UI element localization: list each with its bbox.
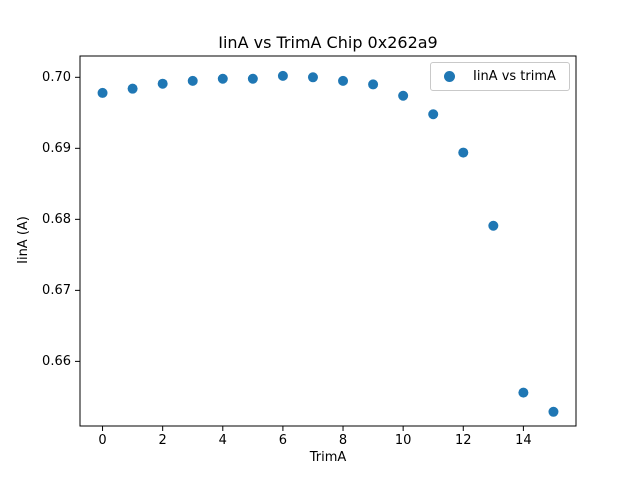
- data-point: [247, 73, 258, 84]
- y-tick-label: 0.70: [42, 70, 71, 85]
- data-point: [338, 75, 349, 86]
- y-tick-label: 0.67: [42, 283, 71, 298]
- data-point: [187, 75, 198, 86]
- data-point: [217, 73, 228, 84]
- x-tick-label: 6: [279, 433, 287, 448]
- data-point: [368, 79, 379, 90]
- legend-marker-icon: [444, 71, 455, 82]
- y-tick-label: 0.69: [42, 141, 71, 156]
- chart-title: IinA vs TrimA Chip 0x262a9: [218, 33, 438, 52]
- y-tick-label: 0.66: [42, 354, 71, 369]
- x-tick-label: 10: [395, 433, 412, 448]
- data-point: [127, 83, 138, 94]
- axis-tick-labels: 0 2 4 6 8 10 12 14 0.66 0.67 0.68 0.69 0.70: [42, 70, 532, 448]
- x-tick-label: 8: [339, 433, 347, 448]
- axis-tick-marks: [75, 76, 524, 431]
- data-point: [277, 70, 288, 81]
- data-point: [307, 72, 318, 83]
- y-tick-label: 0.68: [42, 212, 71, 227]
- legend: IinA vs trimA: [430, 62, 570, 91]
- x-tick-label: 2: [159, 433, 167, 448]
- data-point: [488, 220, 499, 231]
- x-tick-label: 4: [219, 433, 227, 448]
- data-point: [548, 406, 559, 417]
- data-point: [97, 87, 108, 98]
- x-tick-label: 12: [455, 433, 472, 448]
- axes-frame: [79, 55, 577, 427]
- data-point: [518, 387, 529, 398]
- data-point: [428, 109, 439, 120]
- x-axis-label: TrimA: [309, 450, 347, 465]
- x-tick-label: 0: [98, 433, 106, 448]
- x-tick-label: 14: [515, 433, 532, 448]
- scatter-points: [97, 70, 559, 417]
- data-point: [458, 147, 469, 158]
- data-point: [157, 78, 168, 89]
- legend-label: IinA vs trimA: [473, 69, 556, 84]
- data-point: [398, 90, 409, 101]
